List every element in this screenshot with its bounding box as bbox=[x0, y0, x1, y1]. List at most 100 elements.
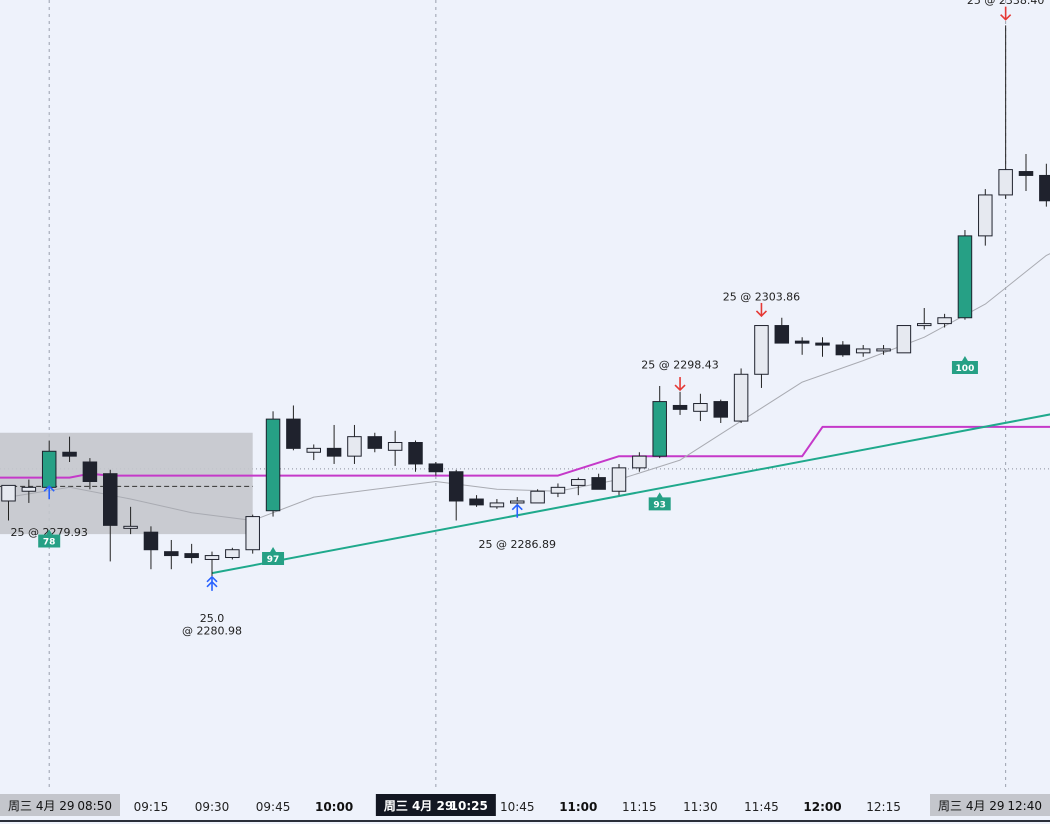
score-badge: 97 bbox=[262, 547, 285, 566]
x-tick-label: 11:15 bbox=[622, 800, 657, 814]
x-tick-label: 12:15 bbox=[866, 800, 901, 814]
candle-body bbox=[713, 401, 728, 418]
trade-annotation: 25.0 bbox=[200, 612, 225, 625]
candle bbox=[306, 444, 321, 461]
candle-body bbox=[286, 418, 301, 449]
candle-body bbox=[408, 442, 423, 465]
candle bbox=[571, 477, 586, 496]
sell-arrow-icon bbox=[674, 377, 686, 392]
candle bbox=[469, 495, 484, 507]
candle-body bbox=[652, 401, 667, 457]
score-badge-label: 97 bbox=[267, 555, 280, 565]
candle-body bbox=[794, 340, 810, 344]
candle-body bbox=[82, 461, 98, 482]
candle bbox=[733, 368, 749, 424]
candle bbox=[184, 543, 199, 564]
candle-body bbox=[998, 169, 1013, 196]
sell-arrow-icon bbox=[755, 302, 768, 318]
trade-annotation: @ 2280.98 bbox=[182, 625, 242, 638]
candle-body bbox=[896, 325, 912, 354]
candle-body bbox=[855, 348, 871, 354]
candle bbox=[286, 405, 301, 451]
candles-layer bbox=[1, 25, 1050, 586]
candle-body bbox=[510, 500, 525, 504]
x-highlight-date: 周三 4月 29 bbox=[8, 799, 75, 813]
x-highlight-label: 周三 4月 29 12:40 bbox=[930, 794, 1050, 816]
candle bbox=[591, 473, 606, 490]
candle-body bbox=[103, 473, 118, 526]
x-highlight-time: 10:25 bbox=[450, 799, 488, 813]
candle-body bbox=[326, 447, 342, 457]
candle-body bbox=[367, 436, 383, 449]
score-badge: 93 bbox=[648, 492, 671, 511]
candle-body bbox=[733, 373, 749, 422]
candle bbox=[326, 424, 342, 464]
candle-body bbox=[469, 498, 484, 506]
candle bbox=[693, 393, 708, 422]
candle bbox=[530, 489, 545, 504]
candle bbox=[978, 189, 993, 246]
candle-body bbox=[632, 455, 647, 469]
candle-body bbox=[550, 486, 566, 494]
x-highlight-time: 12:40 bbox=[1007, 799, 1042, 813]
x-tick-label: 11:00 bbox=[559, 800, 597, 814]
vwap-line bbox=[0, 425, 1050, 479]
candle-body bbox=[917, 323, 932, 327]
sell-arrow-icon bbox=[1000, 6, 1012, 21]
x-tick-label: 09:30 bbox=[195, 800, 230, 814]
candle bbox=[448, 469, 464, 521]
candle-body bbox=[571, 479, 586, 486]
candle bbox=[428, 462, 444, 476]
candle-body bbox=[937, 317, 952, 325]
x-highlight-label: 周三 4月 29 08:50 bbox=[0, 794, 120, 816]
candle bbox=[855, 345, 871, 357]
candle-body bbox=[611, 467, 627, 492]
candle-body bbox=[1, 484, 16, 502]
grid-layer bbox=[0, 0, 1050, 790]
candle bbox=[387, 430, 403, 466]
x-tick-label: 09:15 bbox=[134, 800, 169, 814]
candle bbox=[998, 25, 1013, 199]
x-tick-label: 11:45 bbox=[744, 800, 779, 814]
buy-arrow-icon bbox=[206, 575, 218, 591]
candle bbox=[164, 539, 179, 570]
candle-body bbox=[672, 404, 688, 410]
x-tick-label: 10:45 bbox=[500, 800, 535, 814]
candle-body bbox=[387, 442, 403, 451]
candle bbox=[876, 345, 891, 355]
x-highlight-box bbox=[375, 794, 496, 816]
candle bbox=[21, 479, 37, 503]
candle bbox=[1018, 154, 1034, 192]
candle bbox=[754, 325, 769, 388]
candle bbox=[550, 483, 566, 498]
trade-annotation: 25 @ 2286.89 bbox=[479, 538, 556, 551]
trade-annotation: 25 @ 2303.86 bbox=[723, 290, 800, 303]
candle-body bbox=[204, 555, 220, 560]
score-badge-label: 78 bbox=[43, 537, 56, 547]
candle-body bbox=[306, 447, 321, 453]
x-tick-label: 11:30 bbox=[683, 800, 718, 814]
candle-body bbox=[530, 490, 545, 504]
candle-body bbox=[225, 549, 240, 559]
x-tick-label: 12:00 bbox=[803, 800, 841, 814]
candle-body bbox=[1039, 174, 1050, 202]
trade-annotation: 25 @ 2298.43 bbox=[641, 359, 718, 372]
time-axis-background bbox=[0, 790, 1050, 824]
zone-layer bbox=[0, 432, 253, 535]
candle bbox=[82, 458, 98, 490]
x-highlight-box bbox=[0, 794, 120, 816]
x-tick-label: 10:00 bbox=[315, 800, 353, 814]
range-zone bbox=[0, 432, 253, 535]
candle bbox=[917, 308, 932, 330]
candle-body bbox=[448, 471, 464, 502]
candle-body bbox=[978, 194, 993, 237]
candle bbox=[652, 385, 667, 459]
candle-body bbox=[62, 451, 77, 457]
candle bbox=[103, 469, 118, 562]
time-axis[interactable]: 09:15 09:30 09:45 10:00 10:45 11:00 11:15 11:30… bbox=[0, 790, 1050, 824]
candle bbox=[367, 432, 383, 453]
x-highlight-time: 08:50 bbox=[77, 799, 112, 813]
candle bbox=[143, 526, 159, 570]
